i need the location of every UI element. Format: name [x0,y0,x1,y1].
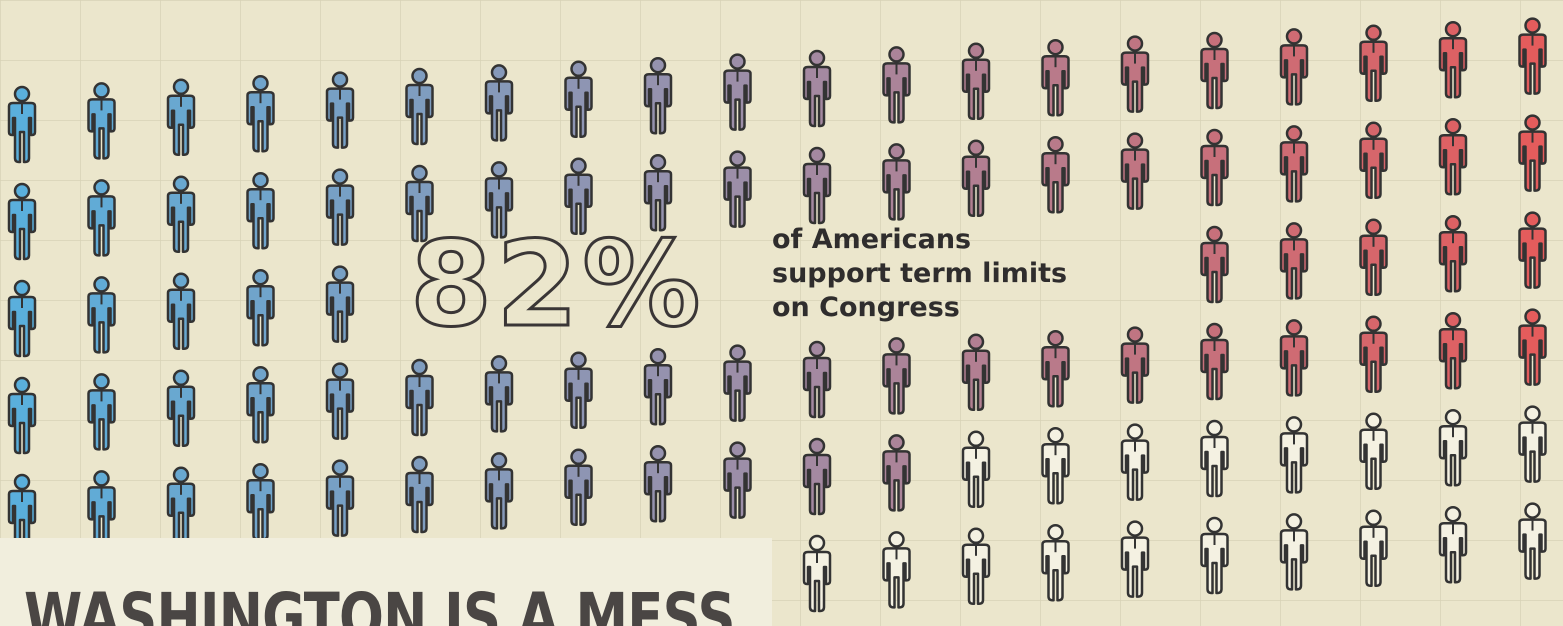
stat-number: 82% [410,215,704,353]
banner-text: WASHINGTON IS A MESS. [24,579,754,626]
hero-graphic: 82% of Americans support term limits on … [0,0,1563,626]
caption-line: on Congress [772,292,960,323]
caption-line: of Americans [772,224,971,255]
caption-line: support term limits [772,258,1067,289]
